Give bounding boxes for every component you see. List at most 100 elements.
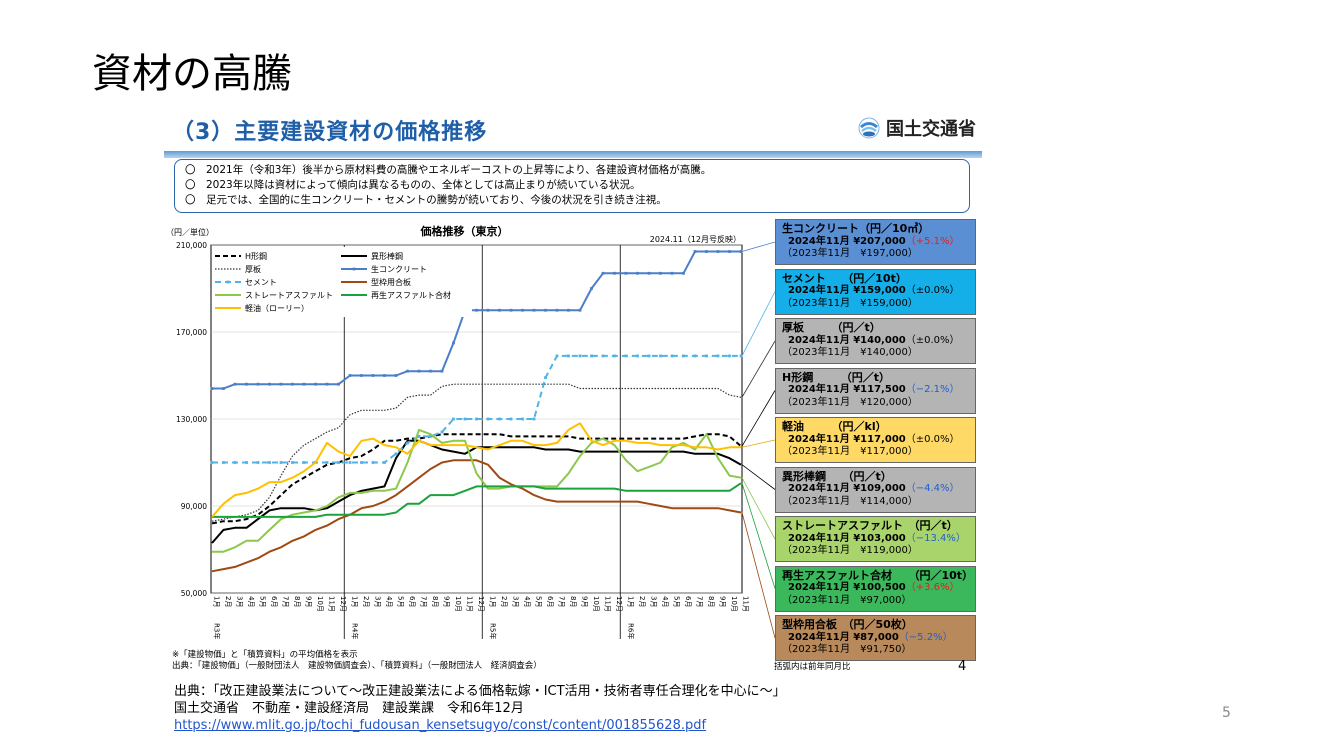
series-point — [302, 461, 306, 464]
price-box-current-value: 2024年11月 ¥103,000 — [788, 532, 906, 544]
price-box-name: ストレートアスファルト （円／t） — [782, 519, 958, 532]
series-point — [670, 354, 674, 358]
x-tick-label: 9月 — [443, 596, 451, 607]
series-point — [348, 461, 352, 464]
x-tick-label: 4月 — [661, 596, 669, 607]
series-point — [636, 271, 639, 275]
series-line — [211, 383, 742, 522]
x-tick-label: 8月 — [431, 596, 439, 607]
ministry-name: 国土交通省 — [886, 119, 976, 140]
series-point — [337, 461, 340, 464]
series-point — [452, 417, 455, 421]
legend-marker — [352, 267, 356, 271]
x-tick-label: 9月 — [305, 596, 313, 607]
series-point — [498, 417, 501, 421]
series-point — [256, 382, 260, 386]
series-point — [417, 435, 421, 438]
series-point — [590, 354, 593, 358]
x-tick-label: 6月 — [546, 596, 554, 607]
price-box-current-value: 2024年11月 ¥207,000 — [788, 235, 906, 247]
price-box-current-value: 2024年11月 ¥140,000 — [788, 334, 906, 346]
price-box-previous: （2023年11月 ¥117,000） — [782, 446, 918, 457]
series-point — [544, 376, 547, 380]
series-point — [314, 382, 317, 386]
series-point — [555, 354, 559, 358]
x-tick-label: 4月 — [523, 596, 531, 607]
legend-label: 型枠用合板 — [371, 277, 411, 287]
connector-line — [741, 241, 776, 252]
series-point — [222, 387, 225, 390]
series-point — [463, 417, 467, 421]
connector-line — [741, 340, 776, 398]
series-point — [440, 369, 444, 373]
price-box-previous: （2023年11月 ¥119,000） — [782, 545, 918, 556]
panel-title: （3）主要建設資材の価格推移 — [172, 120, 488, 145]
legend-label: 生コンクリート — [371, 264, 427, 274]
x-tick-label: 11月 — [742, 596, 750, 612]
price-box-previous: （2023年11月 ¥91,750） — [782, 644, 912, 655]
series-point — [532, 308, 536, 312]
series-point — [406, 441, 409, 445]
series-point — [440, 430, 444, 434]
summary-bullet: 〇 2023年以降は資材によって傾向は異なるものの、全体としては高止まりが続いて… — [185, 179, 641, 191]
price-box: ストレートアスファルト （円／t） 2024年11月 ¥103,000（−13.4… — [775, 516, 976, 562]
series-point — [636, 354, 639, 358]
x-tick-label: 1月 — [351, 596, 359, 607]
series-point — [716, 354, 720, 358]
price-box-change: （−4.4%） — [905, 483, 960, 494]
source-link[interactable]: https://www.mlit.go.jp/tochi_fudousan_ke… — [174, 718, 707, 733]
x-tick-label: 10月 — [316, 596, 324, 612]
y-tick-label: 210,000 — [176, 241, 207, 250]
slide-title: 資材の高騰 — [92, 51, 292, 97]
price-box-previous: （2023年11月 ¥114,000） — [782, 495, 918, 507]
chart-annotation: 2024.11（12月号反映） — [650, 234, 741, 244]
x-tick-label: 10月 — [592, 596, 600, 612]
connector-line — [741, 477, 776, 540]
legend-label: H形鋼 — [245, 251, 267, 261]
price-box-change: （−5.2%） — [898, 631, 953, 643]
price-box-note: 括弧内は前年同月比 — [774, 662, 851, 672]
series-point — [555, 308, 559, 312]
series-point — [509, 308, 513, 312]
legend-label: 軽油（ローリー） — [245, 303, 309, 313]
x-tick-label: 9月 — [581, 596, 589, 607]
price-box-previous: （2023年11月 ¥120,000） — [782, 396, 918, 408]
legend-label: 再生アスファルト合材 — [371, 290, 451, 300]
y-tick-label: 50,000 — [181, 589, 207, 598]
x-tick-label: 5月 — [673, 596, 681, 607]
series-point — [601, 271, 605, 275]
price-box-change: （−2.1%） — [905, 384, 960, 395]
series-line — [211, 459, 742, 573]
series-point — [325, 382, 329, 386]
series-point — [624, 354, 628, 358]
series-point — [578, 308, 582, 312]
price-box-current-value: 2024年11月 ¥159,000 — [788, 285, 906, 296]
embedded-slide-panel: （3）主要建設資材の価格推移 国土交通省 〇 2021年（令和3年）後半から原材… — [164, 107, 982, 677]
series-point — [659, 271, 662, 275]
y-tick-label: 90,000 — [181, 502, 207, 511]
x-tick-label: 5月 — [535, 596, 543, 607]
price-box-name: H形鋼 （円／t） — [782, 370, 890, 384]
series-point — [693, 250, 697, 253]
series-point — [590, 287, 593, 290]
series-point — [521, 417, 524, 421]
price-box-previous: （2023年11月 ¥140,000） — [782, 347, 918, 358]
slide-number: 5 — [1222, 705, 1231, 721]
series-point — [728, 250, 731, 253]
source-citation: 出典：「改正建設業法について～改正建設業法による価格転嫁・ICT活用・技術者専任… — [174, 683, 786, 734]
header-rule — [164, 151, 982, 158]
price-box: 異形棒鋼 （円／t） 2024年11月 ¥109,000（−4.4%） （2023年… — [775, 466, 976, 513]
price-box-current: 2024年11月 ¥103,000（−13.4%） — [782, 533, 969, 546]
price-box-current: 2024年11月 ¥87,000（−5.2%） — [782, 632, 969, 645]
price-box-name: 厚板 （円／t） — [782, 321, 881, 334]
price-box-previous: （2023年11月 ¥159,000） — [782, 297, 918, 309]
price-box-name: 型枠用合板 （円／50枚） — [782, 618, 913, 631]
series-point — [210, 387, 214, 390]
price-box: H形鋼 （円／t） 2024年11月 ¥117,500（−2.1%） （2023年1… — [775, 367, 976, 414]
series-line — [211, 433, 742, 525]
connector-line — [741, 291, 776, 357]
series-point — [245, 461, 248, 464]
series-point — [498, 308, 501, 312]
series-line — [211, 422, 741, 518]
price-box-current: 2024年11月 ¥159,000（±0.0%） — [782, 285, 969, 298]
